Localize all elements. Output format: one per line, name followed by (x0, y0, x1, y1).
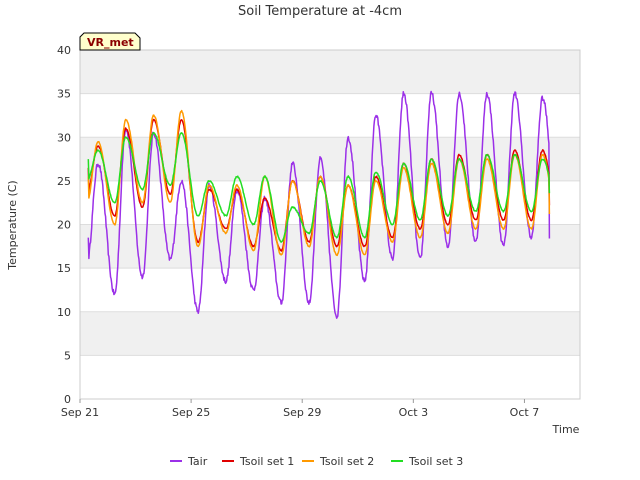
grid-band (80, 137, 580, 181)
legend: Tair Tsoil set 1 Tsoil set 2 Tsoil set 3 (170, 455, 463, 468)
grid-band (80, 50, 580, 94)
y-tick-label: 20 (57, 219, 71, 232)
y-tick-label: 30 (57, 131, 71, 144)
grid-band (80, 311, 580, 356)
legend-label-tsoil-set-1: Tsoil set 1 (239, 455, 294, 468)
x-tick-label: Oct 7 (510, 406, 540, 419)
series-line-tair (87, 90, 551, 319)
x-tick-label: Sep 21 (61, 406, 99, 419)
y-tick-label: 35 (57, 88, 71, 101)
station-badge-label: VR_met (87, 36, 134, 49)
x-axis-label: Time (552, 423, 580, 436)
legend-label-tsoil-set-2: Tsoil set 2 (319, 455, 374, 468)
x-tick-label: Oct 3 (399, 406, 429, 419)
y-tick-label: 5 (64, 349, 71, 362)
y-tick-label: 25 (57, 175, 71, 188)
plot-frame (79, 49, 581, 400)
chart-title: Soil Temperature at -4cm (238, 4, 402, 19)
y-axis-label: Temperature (C) (6, 180, 19, 270)
x-tick-label: Sep 25 (172, 406, 210, 419)
x-tick-label: Sep 29 (283, 406, 321, 419)
y-tick-label: 15 (57, 262, 71, 275)
legend-label-tsoil-set-3: Tsoil set 3 (408, 455, 463, 468)
y-tick-label: 40 (57, 44, 71, 57)
y-tick-label: 10 (57, 306, 71, 319)
y-tick-label: 0 (64, 393, 71, 406)
plot-area: 0 5 10 15 20 25 30 35 40 Sep 21 Sep 25 Sep 29 Oct 3 O… (57, 44, 581, 419)
series-line-tsoil-set-3 (87, 131, 551, 243)
station-badge: VR_met (79, 32, 141, 51)
series-line-tsoil-set-2 (87, 109, 551, 257)
station-badge-box (79, 32, 141, 51)
legend-label-tair: Tair (187, 455, 208, 468)
